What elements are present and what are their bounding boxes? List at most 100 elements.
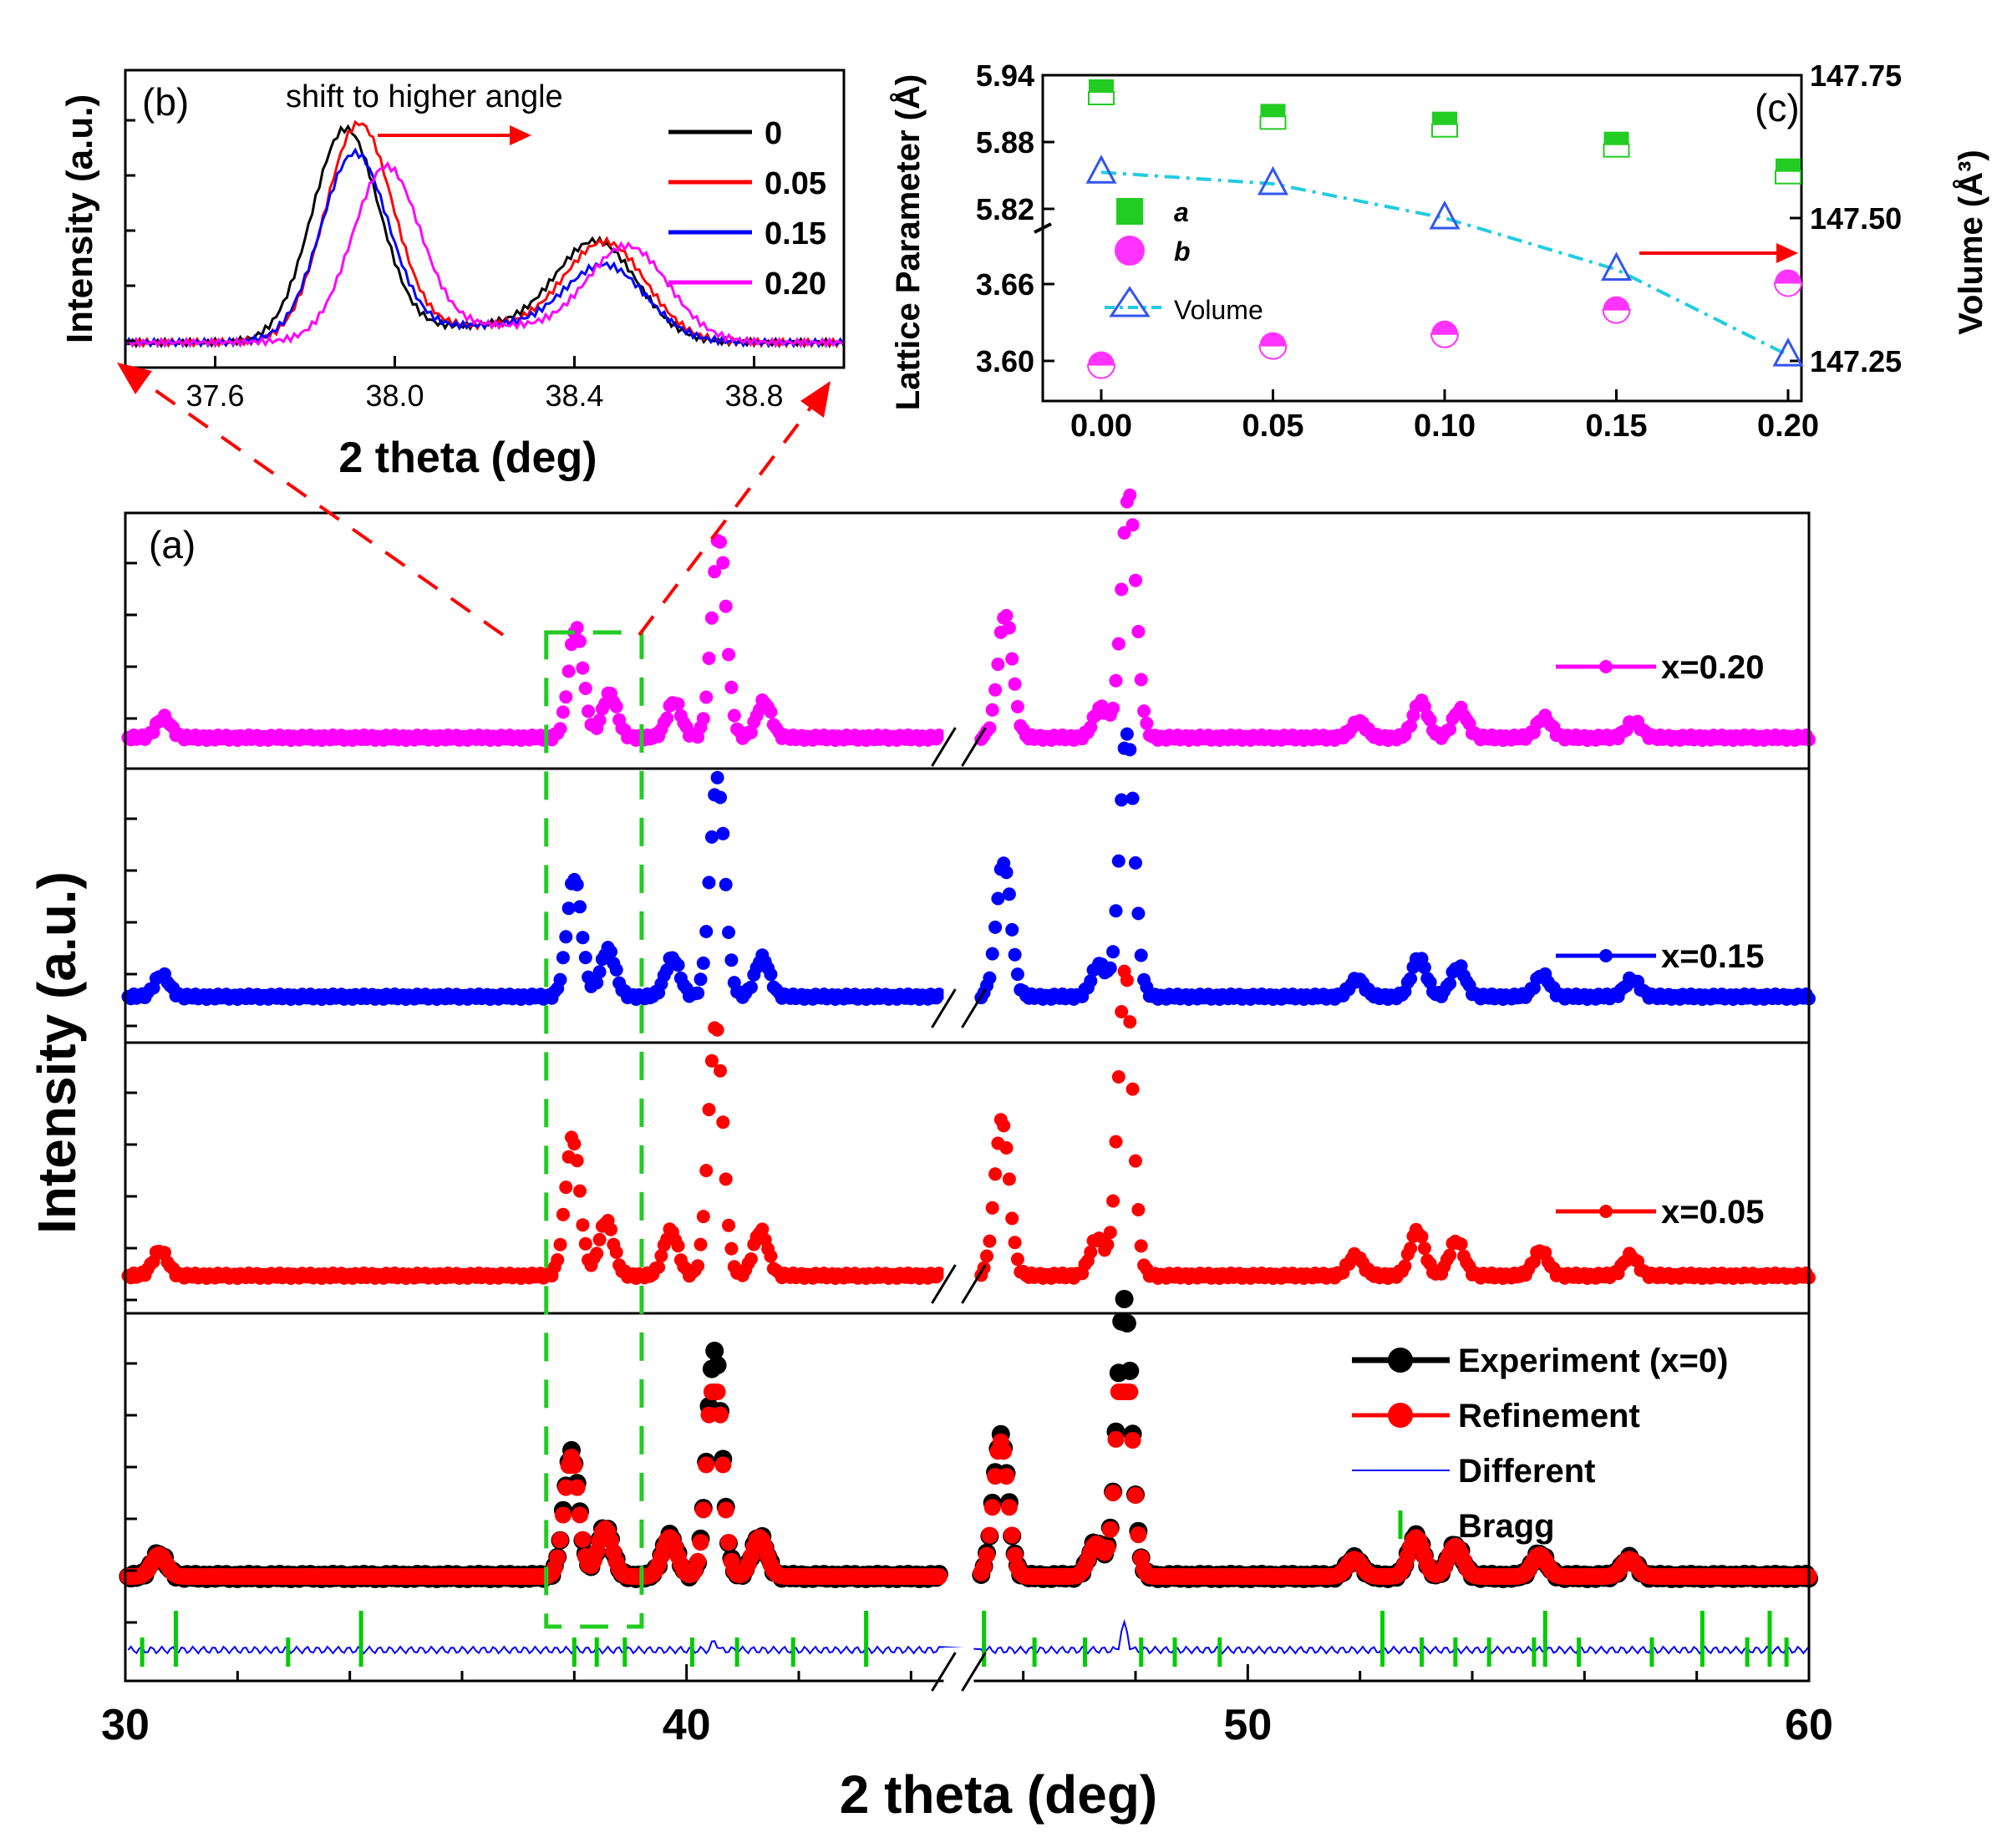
data-point xyxy=(573,634,587,648)
a-point-half xyxy=(1088,91,1115,105)
x-tick-label: 38.8 xyxy=(724,378,783,413)
a-point-half xyxy=(1259,115,1287,130)
panel-b-annotation: shift to higher angle xyxy=(286,79,563,114)
data-point xyxy=(556,1207,570,1221)
data-point xyxy=(570,1154,584,1168)
refinement-point xyxy=(1127,1486,1144,1504)
refinement-point xyxy=(1107,1430,1125,1448)
data-point xyxy=(654,1249,668,1263)
legend-label-0.20: 0.20 xyxy=(765,267,826,302)
data-point xyxy=(1415,1230,1429,1244)
data-point xyxy=(578,1236,592,1251)
data-point xyxy=(719,599,733,613)
x-tick-label: 0.20 xyxy=(1757,409,1819,444)
refinement-point xyxy=(978,1546,995,1564)
data-point xyxy=(714,1064,727,1078)
data-point xyxy=(1106,1194,1120,1208)
data-point xyxy=(1131,906,1146,921)
data-point xyxy=(671,1239,685,1253)
axis-break-marks xyxy=(931,723,987,1692)
data-point xyxy=(1443,1248,1457,1262)
refinement-point xyxy=(712,1406,729,1424)
data-point xyxy=(988,920,1003,934)
data-point xyxy=(699,925,714,938)
legend-refinement-marker xyxy=(1388,1403,1413,1428)
data-point xyxy=(592,713,607,728)
data-point xyxy=(559,930,573,944)
data-point xyxy=(561,664,576,678)
data-point xyxy=(744,725,758,739)
data-point xyxy=(1115,1289,1134,1308)
panel-a: 30 40 50 60 (a) 2 theta (deg) Intensity (a.… xyxy=(27,488,1833,1825)
right-tick-label: 147.75 xyxy=(1810,58,1902,93)
data-point xyxy=(1129,1154,1142,1168)
data-point xyxy=(671,697,685,711)
left-tick-label: 5.82 xyxy=(976,192,1034,226)
data-point xyxy=(1134,948,1148,962)
data-point xyxy=(991,891,1005,906)
refinement-point xyxy=(694,1501,712,1519)
data-point xyxy=(1117,525,1131,540)
data-point xyxy=(988,1167,1003,1181)
data-point xyxy=(1115,1005,1129,1018)
legend-bragg-label: Bragg xyxy=(1458,1508,1555,1545)
panel-c-right-axis-title: Volume (Å³) xyxy=(1952,150,1989,334)
data-point xyxy=(702,876,716,890)
data-point xyxy=(719,1172,733,1186)
data-point xyxy=(553,722,567,736)
data-point xyxy=(1109,1135,1123,1149)
legend-bottom: Experiment (x=0) Refinement Different Br… xyxy=(1352,1343,1728,1545)
refinement-point xyxy=(1121,1383,1139,1400)
data-point xyxy=(932,1267,946,1281)
data-point xyxy=(699,1164,714,1178)
data-point xyxy=(696,956,710,970)
refinement-point xyxy=(698,1456,715,1474)
data-point xyxy=(553,1237,567,1251)
volume-axis-arrow-head xyxy=(1776,243,1798,263)
panel-c-left-ticks: 5.94 5.88 5.82 3.66 3.60 xyxy=(976,58,1054,378)
refinement-point xyxy=(689,1552,707,1570)
data-point xyxy=(1443,977,1457,991)
data-point xyxy=(1404,972,1418,986)
b-point-half xyxy=(1430,333,1460,348)
refinement-point xyxy=(692,1534,709,1551)
data-point xyxy=(1084,720,1098,734)
data-point xyxy=(719,877,733,891)
data-point xyxy=(609,962,623,977)
legend-refinement-label: Refinement xyxy=(1458,1398,1640,1434)
panel-a-plot-area xyxy=(119,488,1818,1667)
data-point xyxy=(578,951,592,965)
data-point xyxy=(983,971,997,985)
refinement-point xyxy=(995,1443,1013,1460)
b-point-half xyxy=(1258,344,1288,360)
data-point xyxy=(1117,1313,1136,1333)
zoom-connector-arrows xyxy=(117,363,831,637)
data-point xyxy=(764,967,778,982)
data-point xyxy=(1100,1237,1115,1251)
data-point xyxy=(1005,652,1019,666)
data-point xyxy=(1134,1239,1148,1253)
data-point xyxy=(1103,961,1117,975)
data-point xyxy=(704,611,719,625)
legend-b-label: b xyxy=(1174,236,1191,267)
data-point xyxy=(716,1115,730,1130)
x-tick-label: 38.0 xyxy=(365,378,424,413)
break-slash xyxy=(931,988,957,1028)
data-point xyxy=(724,953,739,967)
refinement-point xyxy=(1101,1521,1119,1538)
panel-c: 0.00 0.05 0.10 0.15 0.20 5.94 5.88 5.82 3.66 3.6… xyxy=(889,58,1989,444)
data-point xyxy=(561,901,576,916)
data-point xyxy=(1103,1226,1117,1240)
data-point xyxy=(582,704,596,718)
data-point xyxy=(704,830,719,844)
data-point xyxy=(1125,1082,1140,1096)
data-point xyxy=(980,1249,993,1263)
data-point xyxy=(724,1241,739,1256)
refinement-point xyxy=(551,1531,569,1549)
data-point xyxy=(1109,904,1123,918)
data-point xyxy=(652,1260,666,1274)
data-point xyxy=(932,729,946,743)
data-point xyxy=(590,976,604,990)
break-slash xyxy=(961,1264,987,1304)
right-tick-label: 147.25 xyxy=(1810,344,1902,378)
